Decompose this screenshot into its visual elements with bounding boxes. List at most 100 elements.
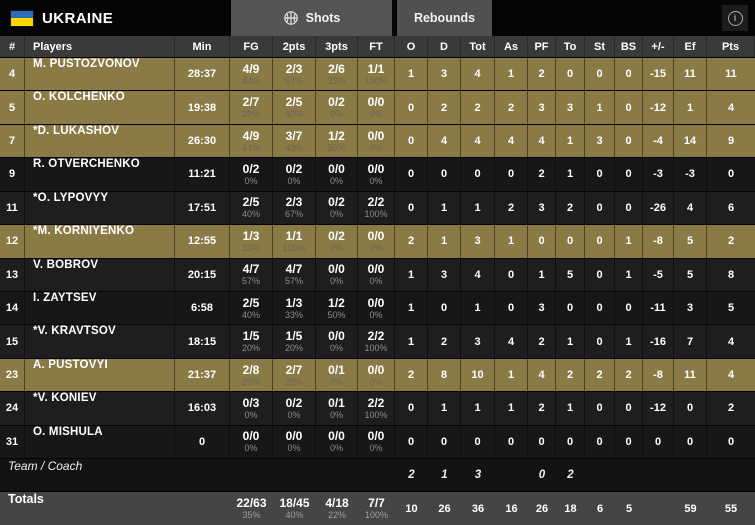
made-attempted: 2/3 xyxy=(285,195,303,210)
column-header-st[interactable]: St xyxy=(585,36,615,57)
player-number: 5 xyxy=(0,91,25,124)
shooting-percentage: 0% xyxy=(329,242,343,253)
totals-shooting-3pts: 4/18 22% xyxy=(316,492,358,525)
stat-pts: 5 xyxy=(727,302,735,315)
player-number: 4 xyxy=(0,58,25,91)
shooting-cell-2pts: 0/0 0% xyxy=(273,425,316,459)
stat-as: 1 xyxy=(495,58,528,91)
shooting-cell-3pts: 0/1 0% xyxy=(316,392,358,425)
stat-d: 4 xyxy=(428,124,461,158)
totals-stat-st: 6 xyxy=(596,502,604,515)
stat-as: 2 xyxy=(495,91,528,124)
column-header-o[interactable]: O xyxy=(395,36,428,57)
player-row[interactable]: 7 *D. LUKASHOV 26:30 4/9 44% 3/7 43% 1/2 50% 0/0 0… xyxy=(0,124,755,159)
player-row[interactable]: 12 *M. KORNIYENKO 12:55 1/3 33% 1/1 100% 0/2 0% 0… xyxy=(0,225,755,259)
column-header-tot[interactable]: Tot xyxy=(461,36,495,57)
stat-to: 0 xyxy=(556,58,585,91)
column-header-bs[interactable]: BS xyxy=(615,36,643,57)
stat-to: 0 xyxy=(556,225,585,258)
column-header-players[interactable]: Players xyxy=(25,36,175,57)
stat-tot: 1 xyxy=(461,392,495,425)
stat-bs: 1 xyxy=(615,225,643,258)
player-row[interactable]: 15 *V. KRAVTSOV 18:15 1/5 20% 1/5 20% 0/0 0% 2/2 1… xyxy=(0,325,755,359)
stat-pts: 0 xyxy=(727,168,735,181)
stat-d: 0 xyxy=(428,158,461,191)
totals-stat-to: 18 xyxy=(564,502,577,515)
stat-ef: 5 xyxy=(674,258,707,291)
stat-as: 0 xyxy=(495,425,528,459)
stat-bs: 1 xyxy=(615,325,643,358)
made-attempted: 0/0 xyxy=(367,262,385,277)
shooting-cell-3pts: 0/0 0% xyxy=(316,425,358,459)
totals-shooting-fg: 22/63 35% xyxy=(230,492,273,525)
tab-shots[interactable]: Shots xyxy=(231,0,392,36)
column-header-fg[interactable]: FG xyxy=(230,36,273,57)
stat-d: 8 xyxy=(428,358,461,392)
stat-tot: 4 xyxy=(461,58,495,91)
stat-d: 1 xyxy=(428,191,461,225)
shooting-percentage: 0% xyxy=(287,175,301,186)
made-attempted: 0/0 xyxy=(367,228,385,243)
column-header-2pts[interactable]: 2pts xyxy=(273,36,316,57)
column-header-num[interactable]: # xyxy=(0,36,25,57)
column-header-as[interactable]: As xyxy=(495,36,528,57)
made-attempted: 2/3 xyxy=(285,61,303,76)
column-header-pf[interactable]: PF xyxy=(528,36,556,57)
shooting-percentage: 35% xyxy=(242,510,261,520)
shooting-percentage: 0% xyxy=(369,142,383,153)
info-icon: i xyxy=(727,10,743,26)
player-row[interactable]: 31 O. MISHULA 0 0/0 0% 0/0 0% 0/0 0% 0/0 0% 0 0 0 0 0 0 0… xyxy=(0,425,755,460)
made-attempted: 2/2 xyxy=(367,395,385,410)
made-attempted: 2/7 xyxy=(285,362,303,377)
column-header-ef[interactable]: Ef xyxy=(674,36,707,57)
shooting-cell-3pts: 1/2 50% xyxy=(316,124,358,158)
minutes-played: 18:15 xyxy=(175,325,230,358)
column-header-to[interactable]: To xyxy=(556,36,585,57)
player-row[interactable]: 4 M. PUSTOZVONOV 28:37 4/9 44% 2/3 67% 2/6 33% 1/… xyxy=(0,58,755,92)
shooting-percentage: 40% xyxy=(241,309,260,320)
player-row[interactable]: 9 R. OTVERCHENKO 11:21 0/2 0% 0/2 0% 0/0 0% 0/0 0%… xyxy=(0,158,755,192)
stat-as: 0 xyxy=(495,258,528,291)
stat-pm: -4 xyxy=(643,124,674,158)
stat-tot: 3 xyxy=(461,325,495,358)
shooting-cell-ft: 0/0 0% xyxy=(358,258,395,291)
shooting-cell-ft: 0/0 0% xyxy=(358,425,395,459)
player-row[interactable]: 11 *O. LYPOVYY 17:51 2/5 40% 2/3 67% 0/2 0% 2/2 10… xyxy=(0,191,755,226)
stat-o: 0 xyxy=(395,392,428,425)
player-row[interactable]: 24 *V. KONIEV 16:03 0/3 0% 0/2 0% 0/1 0% 2/2 100% 0… xyxy=(0,392,755,426)
shooting-percentage: 50% xyxy=(327,309,346,320)
player-number: 11 xyxy=(0,191,25,225)
player-row[interactable]: 14 I. ZAYTSEV 6:58 2/5 40% 1/3 33% 1/2 50% 0/0 0% 1… xyxy=(0,291,755,326)
stat-ef: 1 xyxy=(674,91,707,124)
team-name: UKRAINE xyxy=(42,9,114,27)
stat-to: 1 xyxy=(556,124,585,158)
made-attempted: 0/0 xyxy=(242,429,260,444)
player-row[interactable]: 23 A. PUSTOVYI 21:37 2/8 25% 2/7 29% 0/1 0% 0/0 0%… xyxy=(0,358,755,393)
player-row[interactable]: 13 V. BOBROV 20:15 4/7 57% 4/7 57% 0/0 0% 0/0 0% 1 3… xyxy=(0,258,755,292)
column-header-d[interactable]: D xyxy=(428,36,461,57)
stat-bs: 1 xyxy=(615,258,643,291)
shooting-cell-fg: 2/7 29% xyxy=(230,91,273,124)
stat-to: 1 xyxy=(556,158,585,191)
stat-o: 1 xyxy=(395,291,428,325)
ukraine-flag-icon xyxy=(11,10,33,26)
column-header-plus-minus[interactable]: +/- xyxy=(643,36,674,57)
shooting-cell-2pts: 0/2 0% xyxy=(273,392,316,425)
stat-d: 3 xyxy=(428,58,461,91)
player-row[interactable]: 5 O. KOLCHENKO 19:38 2/7 29% 2/5 40% 0/2 0% 0/0 0%… xyxy=(0,91,755,125)
column-header-ft[interactable]: FT xyxy=(358,36,395,57)
info-button[interactable]: i xyxy=(722,5,748,31)
shooting-percentage: 0% xyxy=(369,109,383,120)
shooting-cell-3pts: 0/2 0% xyxy=(316,91,358,124)
stat-o: 0 xyxy=(395,191,428,225)
tab-rebounds[interactable]: Rebounds xyxy=(397,0,492,36)
stat-bs: 0 xyxy=(615,291,643,325)
column-header-pts[interactable]: Pts xyxy=(707,36,755,57)
stat-bs: 0 xyxy=(615,124,643,158)
column-header-min[interactable]: Min xyxy=(175,36,230,57)
player-name: *D. LUKASHOV xyxy=(25,124,175,158)
made-attempted: 0/0 xyxy=(328,329,345,344)
column-header-3pts[interactable]: 3pts xyxy=(316,36,358,57)
stat-as: 1 xyxy=(495,392,528,425)
made-attempted: 2/5 xyxy=(242,195,260,210)
